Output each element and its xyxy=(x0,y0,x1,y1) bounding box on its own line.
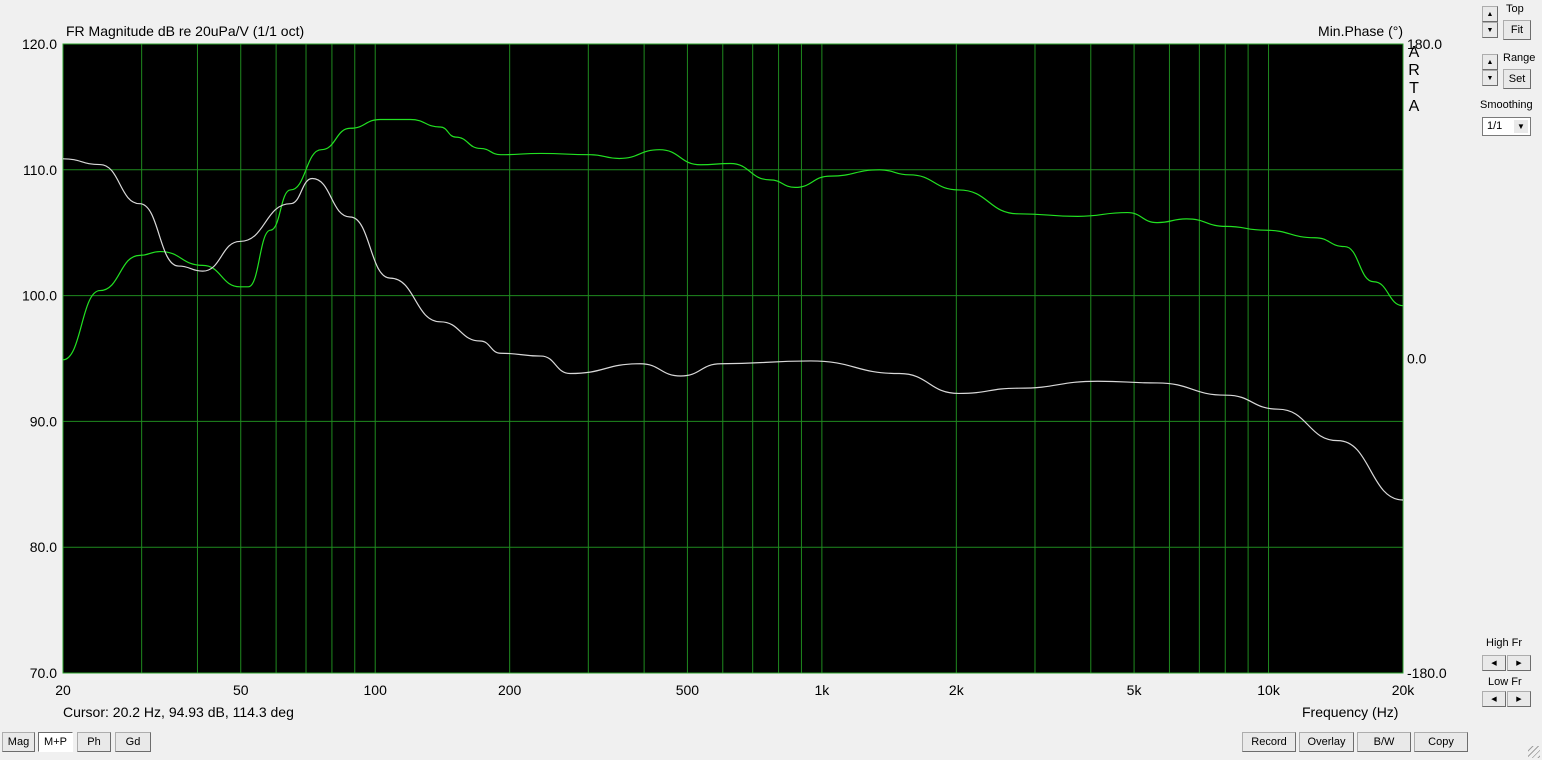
smoothing-value: 1/1 xyxy=(1487,120,1503,132)
range-label: Range xyxy=(1503,52,1536,64)
x-tick-label: 50 xyxy=(233,682,249,698)
y-tick-label: 70.0 xyxy=(30,665,57,681)
low-fr-label: Low Fr xyxy=(1488,676,1522,688)
smoothing-select[interactable]: 1/1 ▼ xyxy=(1482,117,1531,136)
tab-mag[interactable]: Mag xyxy=(2,732,35,752)
x-tick-label: 100 xyxy=(364,682,388,698)
y2-tick-label: -180.0 xyxy=(1407,665,1447,681)
smoothing-label: Smoothing xyxy=(1480,99,1533,111)
y-tick-label: 100.0 xyxy=(22,288,57,304)
x-tick-label: 5k xyxy=(1127,682,1143,698)
magnitude-curve xyxy=(62,118,1404,361)
x-tick-label: 20k xyxy=(1392,682,1416,698)
tab-gd[interactable]: Gd xyxy=(115,732,151,752)
range-up-button[interactable]: ▲ xyxy=(1482,54,1498,70)
y2-tick-label: 180.0 xyxy=(1407,36,1442,52)
x-tick-label: 200 xyxy=(498,682,522,698)
high-fr-left-button[interactable]: ◀ xyxy=(1482,655,1506,671)
x-tick-label: 2k xyxy=(949,682,965,698)
phase-curve xyxy=(62,158,1404,501)
fit-button[interactable]: Fit xyxy=(1503,20,1531,40)
x-tick-label: 20 xyxy=(55,682,71,698)
plot-border xyxy=(62,43,1404,674)
x-tick-label: 500 xyxy=(676,682,700,698)
plot-area xyxy=(63,44,1403,673)
frequency-response-chart[interactable]: 20 50 100 200 500 1k 2k 5k 10k 20k 120.0 110.0 100.0… xyxy=(0,0,1470,730)
set-button[interactable]: Set xyxy=(1503,69,1531,89)
copy-button[interactable]: Copy xyxy=(1414,732,1468,752)
high-fr-right-button[interactable]: ▶ xyxy=(1507,655,1531,671)
top-label: Top xyxy=(1506,3,1524,15)
low-fr-right-button[interactable]: ▶ xyxy=(1507,691,1531,707)
y2-tick-label: 0.0 xyxy=(1407,351,1427,367)
y-tick-label: 80.0 xyxy=(30,539,57,555)
low-fr-left-button[interactable]: ◀ xyxy=(1482,691,1506,707)
x-axis-label: Frequency (Hz) xyxy=(1302,704,1399,720)
overlay-button[interactable]: Overlay xyxy=(1299,732,1354,752)
y-tick-label: 90.0 xyxy=(30,413,57,429)
x-tick-label: 10k xyxy=(1257,682,1281,698)
record-button[interactable]: Record xyxy=(1242,732,1296,752)
y-tick-label: 110.0 xyxy=(23,162,57,178)
top-up-button[interactable]: ▲ xyxy=(1482,6,1498,22)
phase-axis-title: Min.Phase (°) xyxy=(1318,23,1403,39)
cursor-readout: Cursor: 20.2 Hz, 94.93 dB, 114.3 deg xyxy=(63,704,294,720)
range-down-button[interactable]: ▼ xyxy=(1482,70,1498,86)
chevron-down-icon: ▼ xyxy=(1514,120,1528,133)
resize-grip[interactable] xyxy=(1528,746,1540,758)
tab-m-plus-p[interactable]: M+P xyxy=(38,732,73,752)
bw-button[interactable]: B/W xyxy=(1357,732,1411,752)
chart-title: FR Magnitude dB re 20uPa/V (1/1 oct) xyxy=(66,23,305,39)
tab-ph[interactable]: Ph xyxy=(77,732,111,752)
top-down-button[interactable]: ▼ xyxy=(1482,22,1498,38)
x-tick-label: 1k xyxy=(814,682,830,698)
y-tick-label: 120.0 xyxy=(22,36,57,52)
high-fr-label: High Fr xyxy=(1486,637,1523,649)
